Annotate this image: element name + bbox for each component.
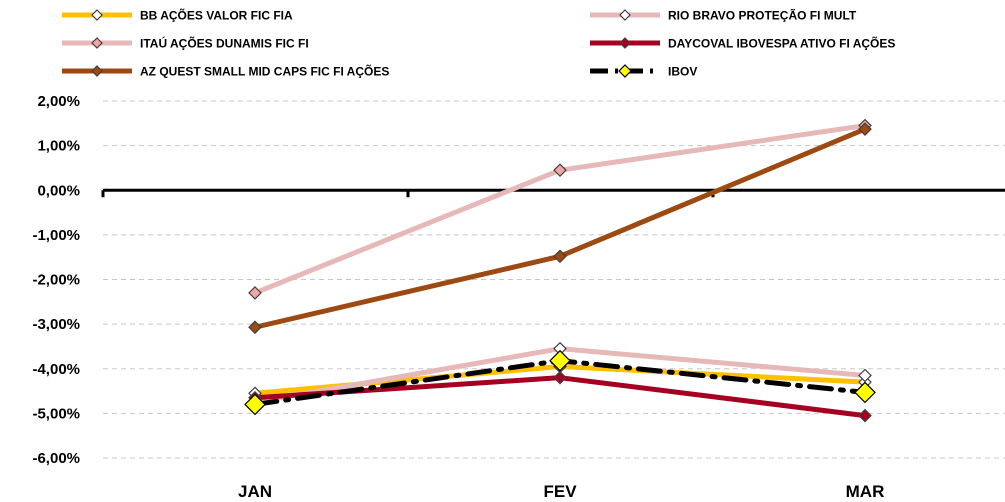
legend-item: IBOV: [590, 64, 697, 79]
y-axis-ticks: 2,00% 1,00% 0,00% -1,00% -2,00% -3,00% -4,00% -…: [32, 93, 80, 467]
x-tick-label: MAR: [846, 482, 885, 501]
legend-label: AZ QUEST SMALL MID CAPS FIC FI AÇÕES: [140, 64, 389, 79]
grid: [103, 100, 1005, 459]
zero-axis: [101, 188, 1005, 198]
legend-item: RIO BRAVO PROTEÇÃO FI MULT: [590, 8, 857, 23]
y-tick-label: 1,00%: [37, 138, 80, 155]
legend-marker: [91, 65, 103, 77]
data-point: [858, 368, 872, 383]
legend-item: ITAÚ AÇÕES DUNAMIS FIC FI: [62, 36, 309, 51]
legend-label: IBOV: [668, 65, 697, 79]
y-tick-label: -1,00%: [32, 227, 80, 244]
x-axis-ticks: JAN FEV MAR: [238, 482, 884, 501]
legend-marker: [618, 64, 632, 78]
y-tick-label: -6,00%: [32, 450, 80, 467]
y-tick-label: 2,00%: [37, 93, 80, 110]
legend-label: DAYCOVAL IBOVESPA ATIVO FI AÇÕES: [668, 36, 895, 51]
x-tick-label: JAN: [238, 482, 272, 501]
series-4: [248, 122, 872, 335]
series-line: [254, 123, 866, 296]
legend-item: DAYCOVAL IBOVESPA ATIVO FI AÇÕES: [590, 36, 895, 51]
data-point: [854, 381, 876, 404]
series-line: [254, 126, 866, 330]
data-point: [553, 163, 567, 178]
y-tick-label: -2,00%: [32, 272, 80, 289]
y-tick-label: 0,00%: [37, 182, 80, 199]
data-point: [244, 393, 266, 416]
data-point: [248, 286, 262, 300]
data-point: [553, 370, 567, 385]
legend-item: AZ QUEST SMALL MID CAPS FIC FI AÇÕES: [62, 64, 389, 79]
data-point: [553, 249, 567, 264]
y-tick-label: -4,00%: [32, 361, 80, 378]
legend-marker: [619, 9, 631, 21]
y-tick-label: -3,00%: [32, 316, 80, 333]
series-lines: [244, 118, 876, 423]
series-5: [244, 349, 876, 416]
legend: BB AÇÕES VALOR FIC FIA RIO BRAVO PROTEÇÃO…: [62, 8, 895, 79]
series-2: [248, 118, 872, 300]
legend-marker: [91, 9, 103, 21]
legend-label: BB AÇÕES VALOR FIC FIA: [140, 8, 293, 23]
x-tick-label: FEV: [543, 482, 577, 501]
data-point: [858, 122, 872, 136]
legend-label: RIO BRAVO PROTEÇÃO FI MULT: [668, 8, 857, 23]
legend-item: BB AÇÕES VALOR FIC FIA: [62, 8, 293, 23]
data-point: [858, 408, 872, 423]
legend-marker: [91, 37, 103, 49]
data-point: [248, 320, 262, 335]
legend-marker: [619, 37, 631, 49]
legend-label: ITAÚ AÇÕES DUNAMIS FIC FI: [140, 36, 309, 51]
data-point: [549, 349, 571, 372]
y-tick-label: -5,00%: [32, 405, 80, 422]
